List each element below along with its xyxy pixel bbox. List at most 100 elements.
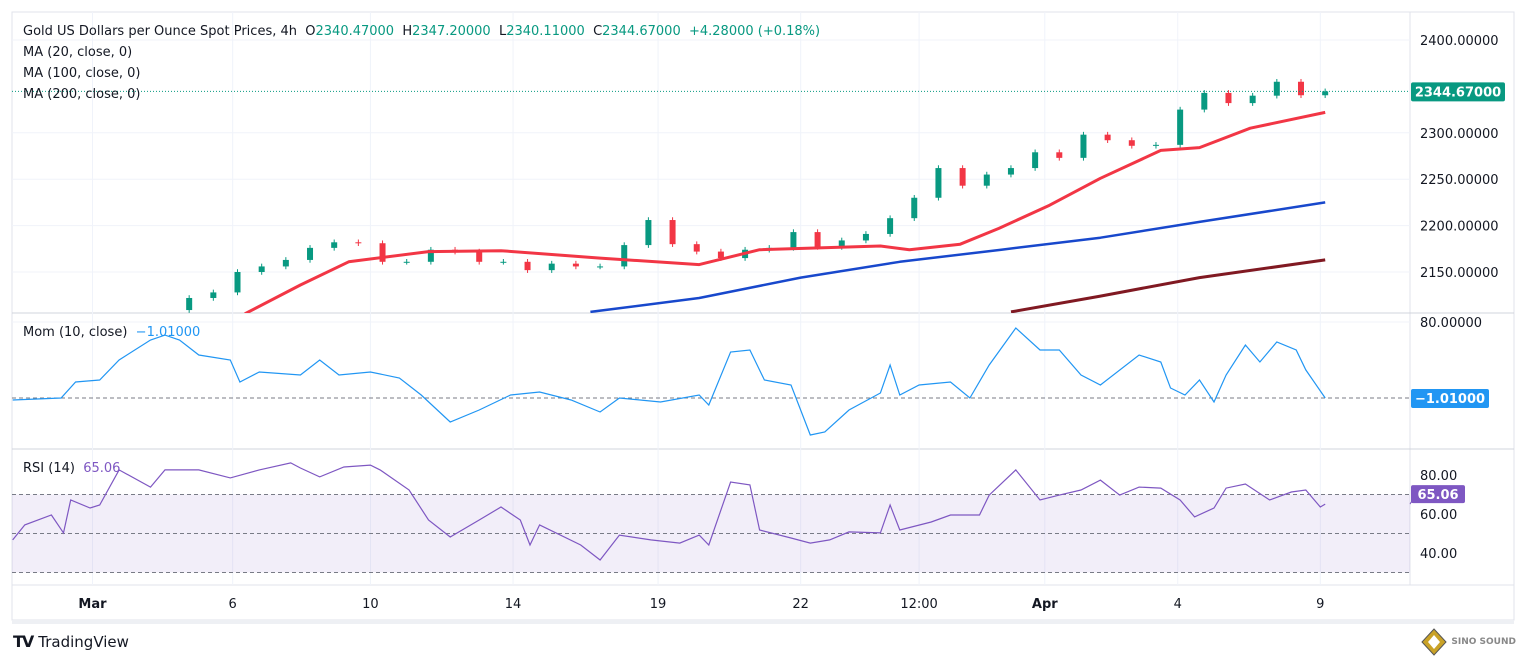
x-tick-label: 12:00 (900, 597, 937, 612)
watermark-text: SINO SOUND (1451, 637, 1516, 647)
candle (1273, 81, 1280, 96)
candle (1322, 91, 1329, 96)
rsi-label: RSI (14) (23, 461, 75, 476)
candle (887, 218, 894, 234)
mom-plot (12, 327, 1326, 436)
low-value: 2340.11000 (506, 24, 585, 39)
rsi-value: 65.06 (83, 461, 121, 476)
last-price-badge (1411, 82, 1505, 102)
candle (403, 261, 410, 263)
candle (1104, 134, 1111, 141)
candle (234, 272, 241, 293)
candle (911, 197, 918, 219)
sino-sound-watermark: SINO SOUND (1421, 628, 1516, 656)
x-tick-label: 22 (792, 597, 809, 612)
tradingview-icon: TV (13, 632, 34, 651)
x-tick-label: 10 (362, 597, 379, 612)
candle (862, 233, 869, 241)
chart-frame (11, 11, 1515, 621)
ma20-legend[interactable]: MA (20, close, 0) (23, 45, 133, 60)
ma100-legend[interactable]: MA (100, close, 0) (23, 66, 141, 81)
x-tick-label: 6 (229, 597, 237, 612)
candle (597, 266, 604, 268)
tradingview-logo[interactable]: TV TradingView (13, 632, 129, 651)
mom-value: −1.01000 (135, 325, 201, 340)
candle (1177, 109, 1184, 145)
x-tick-label: 4 (1174, 597, 1182, 612)
candle (1297, 81, 1304, 96)
candle (645, 220, 652, 246)
close-label: C (593, 24, 603, 39)
candle (1128, 140, 1135, 146)
ma20-line (244, 110, 1326, 313)
candle (186, 297, 193, 311)
close-value: 2344.67000 (602, 24, 681, 39)
candle (814, 232, 821, 247)
x-tick-label: 14 (505, 597, 522, 612)
candle (307, 247, 314, 260)
rsi-tick-label: 60.00 (1420, 508, 1457, 523)
mom-legend[interactable]: Mom (10, close) −1.01000 (23, 325, 200, 340)
candle (1007, 168, 1014, 175)
candle (258, 266, 265, 272)
mom-value-label: −1.01000 (1415, 392, 1485, 407)
x-tick-label: Apr (1032, 597, 1058, 612)
candle (693, 244, 700, 252)
candle (983, 174, 990, 186)
candle (1225, 92, 1232, 104)
candle (790, 232, 797, 248)
candle (476, 251, 483, 262)
rsi-value-label: 65.06 (1417, 488, 1458, 503)
candle (959, 168, 966, 186)
mom-line (12, 327, 1326, 436)
x-tick-label: 19 (650, 597, 667, 612)
high-value: 2347.20000 (412, 24, 491, 39)
ma200-line (1010, 258, 1326, 313)
price-tick-label: 2250.00000 (1420, 173, 1499, 188)
price-plot (186, 78, 1329, 313)
x-tick-label: 9 (1316, 597, 1324, 612)
rsi-band (12, 494, 1410, 573)
brand-name: TradingView (38, 632, 129, 651)
candle (838, 240, 845, 247)
candle (1032, 152, 1039, 169)
rsi-legend[interactable]: RSI (14) 65.06 (23, 461, 120, 476)
mom-tick-label: 80.00000 (1420, 316, 1482, 331)
candle (210, 292, 217, 298)
rsi-value-badge (1411, 485, 1465, 504)
open-label: O (305, 24, 316, 39)
open-value: 2340.47000 (315, 24, 395, 39)
price-tick-label: 2200.00000 (1420, 220, 1499, 235)
rsi-line (12, 462, 1326, 561)
candle (669, 220, 676, 245)
candle (500, 261, 507, 263)
candle (282, 259, 289, 267)
candle (572, 263, 579, 267)
price-tick-label: 2400.00000 (1420, 34, 1499, 49)
x-tick-label: Mar (78, 597, 107, 612)
price-tick-label: 2300.00000 (1420, 127, 1499, 142)
candle (935, 168, 942, 198)
candle (355, 242, 362, 244)
candle (1249, 95, 1256, 104)
candle (548, 263, 555, 271)
change-value: +4.28000 (+0.18%) (688, 24, 821, 39)
candle (1080, 134, 1087, 158)
price-tick-label: 2150.00000 (1420, 266, 1499, 281)
rsi-tick-label: 80.00 (1420, 469, 1457, 484)
mom-label: Mom (10, close) (23, 325, 128, 340)
ma200-legend[interactable]: MA (200, close, 0) (23, 87, 141, 102)
candle (427, 249, 434, 262)
ohlc-legend: Gold US Dollars per Ounce Spot Prices, 4… (23, 24, 820, 39)
symbol-title: Gold US Dollars per Ounce Spot Prices, 4… (23, 24, 297, 39)
candle (524, 261, 531, 271)
low-label: L (498, 24, 507, 39)
candle (1056, 152, 1063, 158)
diamond-logo-icon (1421, 628, 1448, 656)
high-label: H (402, 24, 413, 39)
candle (1152, 144, 1159, 146)
rsi-tick-label: 40.00 (1420, 547, 1457, 562)
bottom-strip (12, 620, 1514, 624)
candle (379, 243, 386, 262)
